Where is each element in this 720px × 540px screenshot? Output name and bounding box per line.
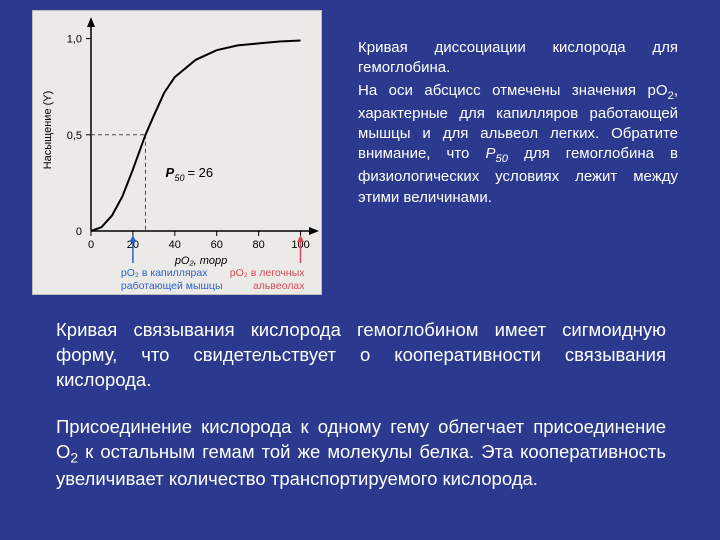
- svg-text:0,5: 0,5: [67, 130, 82, 142]
- caption-title: Кривая диссоциации кислорода для гемогло…: [358, 38, 678, 79]
- svg-text:0: 0: [88, 239, 94, 251]
- body-para-2: Присоединение кислорода к одному гему об…: [56, 415, 666, 492]
- svg-text:Насыщение (Y): Насыщение (Y): [42, 91, 54, 170]
- svg-text:0: 0: [76, 226, 82, 238]
- svg-text:= 26: = 26: [187, 165, 213, 180]
- svg-text:40: 40: [169, 239, 181, 251]
- svg-text:pO₂ в легочных: pO₂ в легочных: [230, 267, 305, 279]
- body-text: Кривая связывания кислорода гемоглобином…: [56, 318, 666, 514]
- oxygen-dissociation-chart: 02040608010000,51,0pO₂, торрНасыщение (Y…: [32, 10, 322, 295]
- caption-body: На оси абсцисс отмечены значения pO2, ха…: [358, 81, 678, 208]
- chart-svg: 02040608010000,51,0pO₂, торрНасыщение (Y…: [33, 11, 323, 296]
- svg-text:80: 80: [252, 239, 264, 251]
- svg-text:альвеолах: альвеолах: [253, 280, 305, 292]
- svg-text:pO₂, торр: pO₂, торр: [174, 255, 227, 267]
- chart-caption: Кривая диссоциации кислорода для гемогло…: [358, 38, 678, 208]
- body-para-1: Кривая связывания кислорода гемоглобином…: [56, 318, 666, 393]
- slide: 02040608010000,51,0pO₂, торрНасыщение (Y…: [0, 0, 720, 540]
- svg-text:P: P: [165, 165, 174, 180]
- svg-text:60: 60: [211, 239, 223, 251]
- svg-text:pO₂ в капиллярах: pO₂ в капиллярах: [121, 267, 208, 279]
- svg-text:50: 50: [174, 173, 184, 183]
- svg-text:работающей мышцы: работающей мышцы: [121, 280, 223, 292]
- svg-text:1,0: 1,0: [67, 34, 82, 46]
